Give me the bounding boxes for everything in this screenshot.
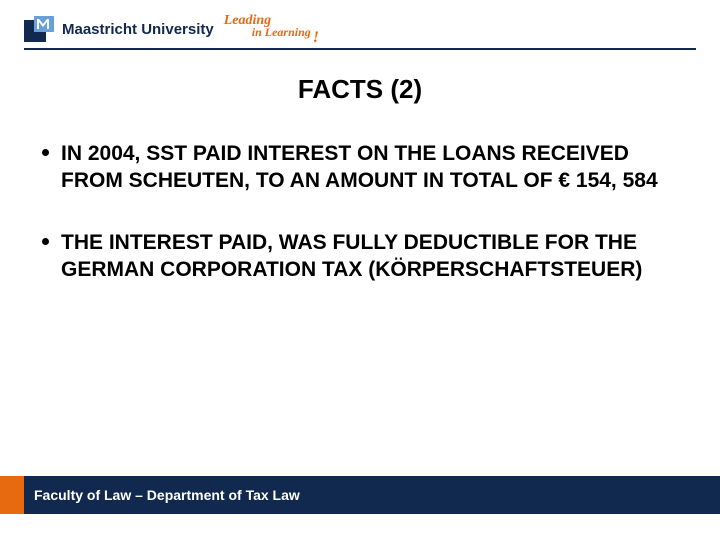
footer-bar: Faculty of Law – Department of Tax Law	[0, 476, 720, 514]
slide: Maastricht University Leading in Learnin…	[0, 0, 720, 540]
slide-title: FACTS (2)	[0, 74, 720, 105]
tagline-bang: !	[313, 29, 319, 47]
footer-accent	[0, 476, 24, 514]
footer-text: Faculty of Law – Department of Tax Law	[34, 487, 300, 503]
footer-main: Faculty of Law – Department of Tax Law	[24, 476, 720, 514]
bullet-dot-icon	[42, 238, 49, 245]
bullet-item: IN 2004, SST PAID INTEREST ON THE LOANS …	[42, 140, 680, 195]
header-divider	[24, 48, 696, 50]
tagline-sub: in Learning	[252, 25, 311, 47]
bullet-text: IN 2004, SST PAID INTEREST ON THE LOANS …	[61, 140, 680, 195]
bullet-dot-icon	[42, 149, 49, 156]
bullet-text: THE INTEREST PAID, WAS FULLY DEDUCTIBLE …	[61, 229, 680, 284]
tagline: Leading in Learning !	[224, 11, 319, 47]
header: Maastricht University Leading in Learnin…	[24, 12, 696, 46]
content-area: IN 2004, SST PAID INTEREST ON THE LOANS …	[42, 140, 680, 317]
university-logo-icon	[24, 16, 54, 42]
university-name: Maastricht University	[62, 21, 214, 38]
bullet-item: THE INTEREST PAID, WAS FULLY DEDUCTIBLE …	[42, 229, 680, 284]
